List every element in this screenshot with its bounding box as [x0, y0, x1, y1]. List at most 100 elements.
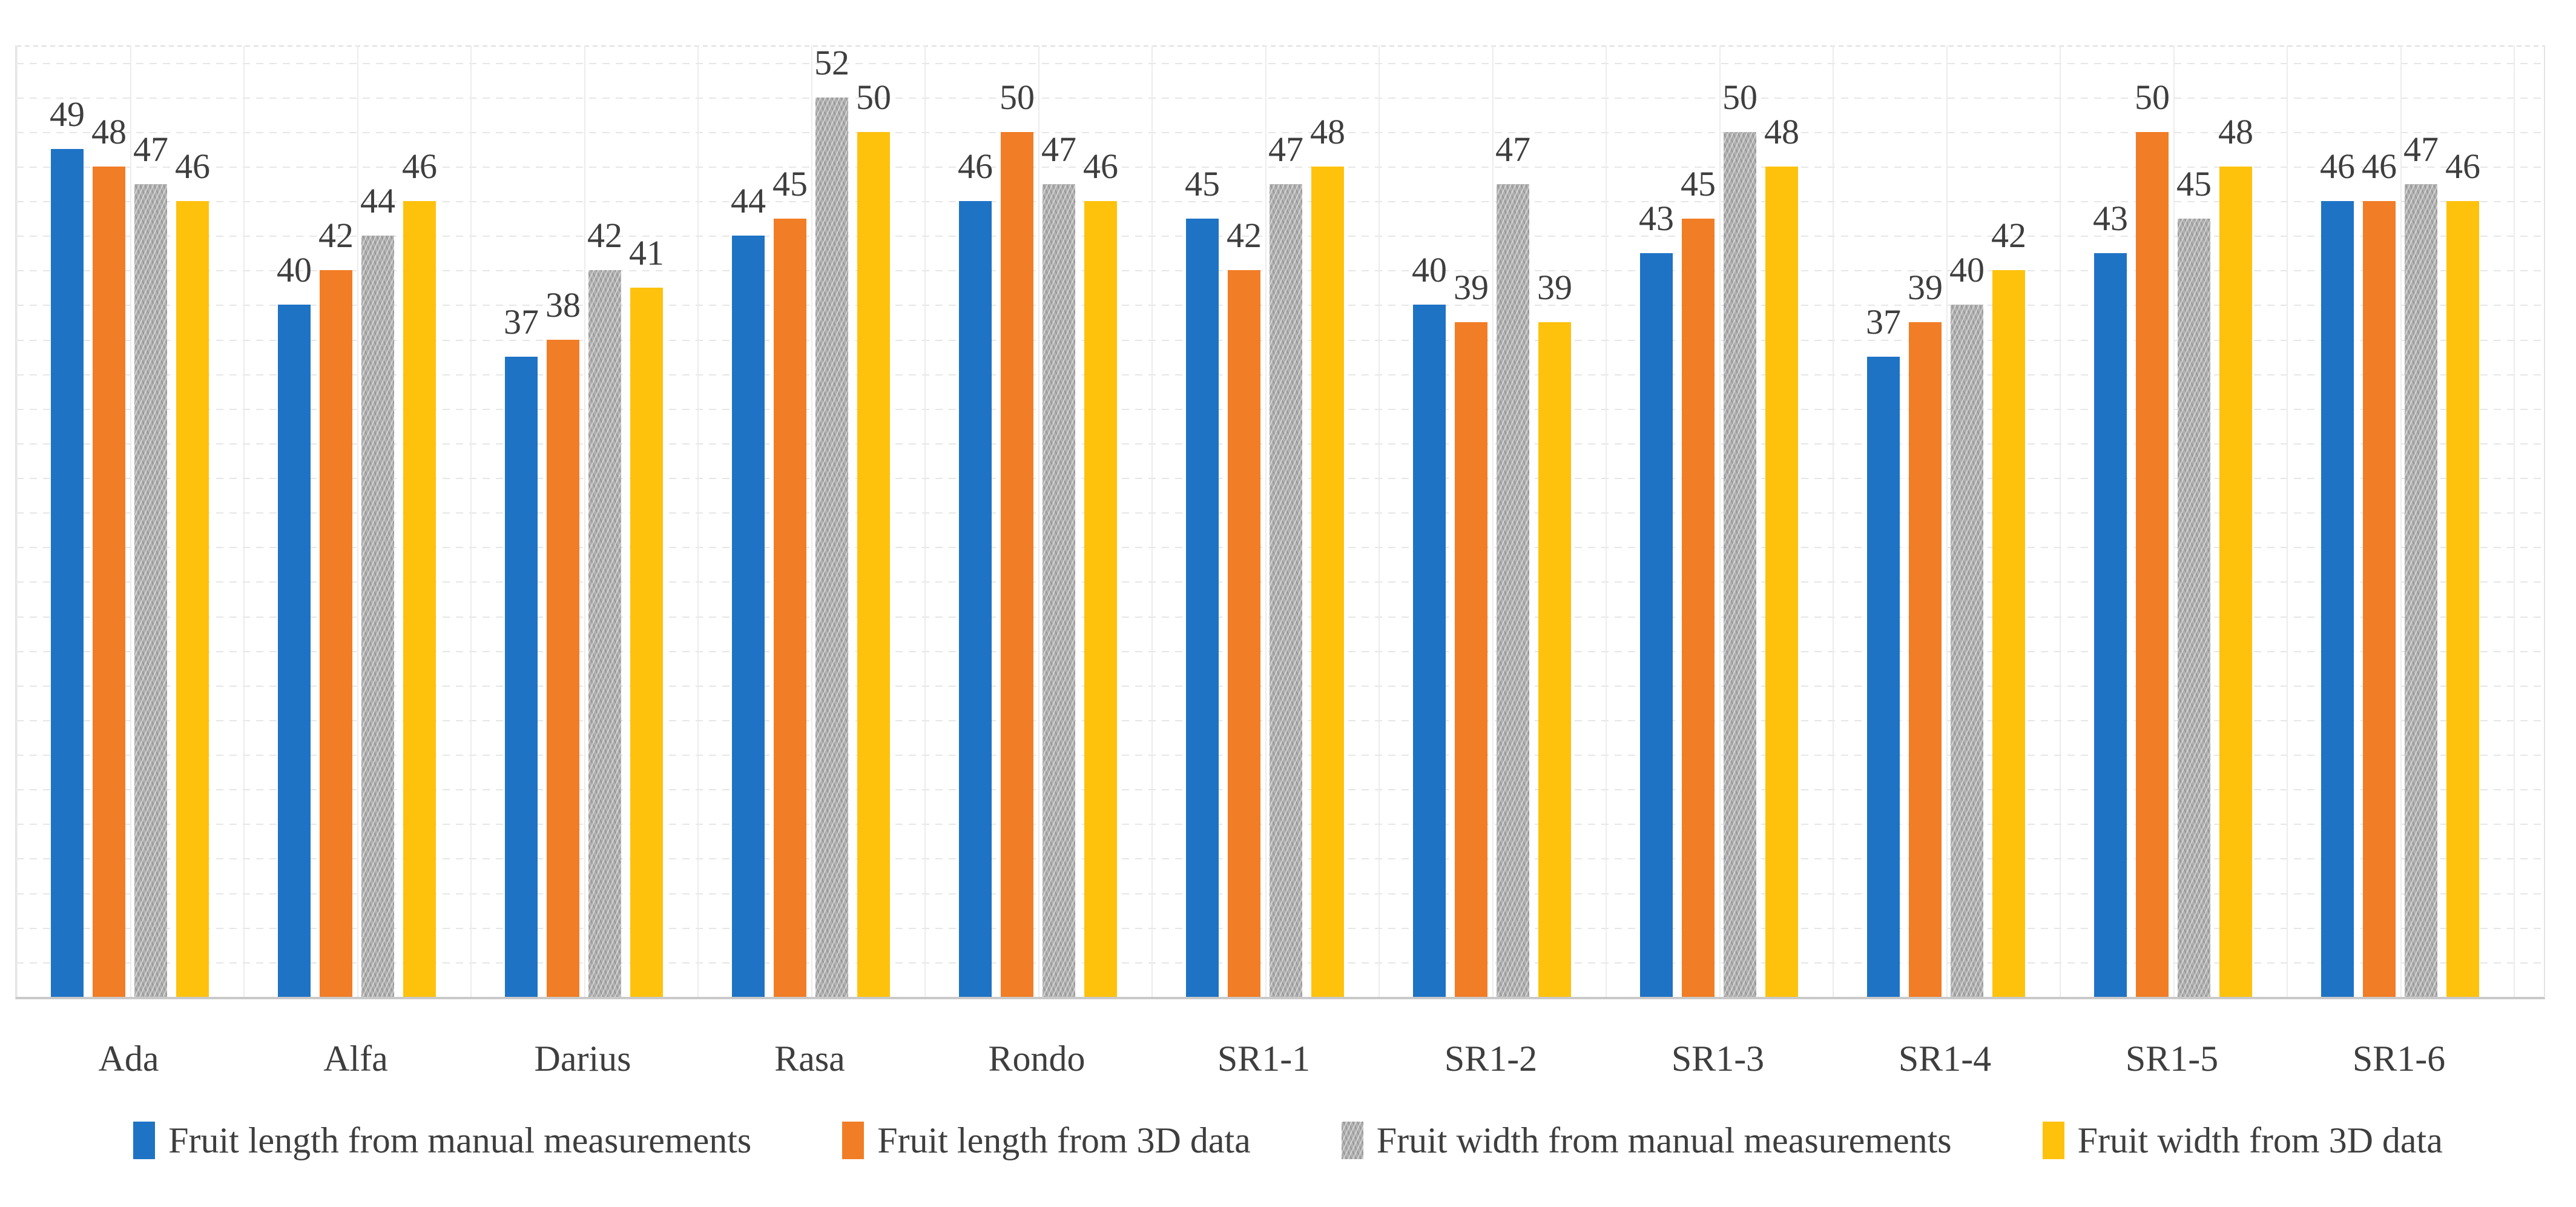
- data-label: 47: [1041, 130, 1076, 169]
- data-label: 49: [50, 94, 85, 134]
- data-label: 39: [1908, 268, 1943, 307]
- horizontal-gridline: [16, 97, 2544, 99]
- data-label: 44: [731, 181, 766, 220]
- bar-series1-SR1-3: [1640, 253, 1673, 997]
- data-label: 43: [1639, 199, 1674, 238]
- bar-series2-SR1-1: [1228, 270, 1260, 997]
- category-label-SR1-4: SR1-4: [1898, 1039, 1992, 1079]
- data-label: 46: [1083, 147, 1118, 186]
- data-label: 40: [277, 250, 312, 289]
- bar-series1-Ada: [51, 149, 84, 997]
- category-label-Rondo: Rondo: [988, 1039, 1085, 1079]
- vertical-gridline: [2514, 45, 2515, 997]
- data-label: 46: [958, 147, 993, 186]
- data-label: 47: [2403, 130, 2439, 169]
- horizontal-gridline: [16, 62, 2544, 64]
- bar-series3-Alfa: [361, 236, 394, 997]
- bar-series1-SR1-6: [2321, 201, 2354, 997]
- data-label: 50: [2135, 78, 2170, 117]
- data-label: 50: [1000, 78, 1035, 117]
- vertical-gridline: [2287, 45, 2288, 997]
- data-label: 47: [1268, 130, 1303, 169]
- bar-series3-SR1-1: [1270, 184, 1302, 997]
- data-label: 42: [1991, 216, 2026, 255]
- category-label-Ada: Ada: [98, 1039, 159, 1079]
- legend-item-4: Fruit width from 3D data: [2042, 1120, 2443, 1160]
- vertical-gridline: [1833, 45, 1834, 997]
- plot-top-border: [16, 45, 2544, 47]
- data-label: 46: [2320, 147, 2355, 186]
- legend-swatch: [2042, 1122, 2064, 1159]
- horizontal-gridline: [16, 166, 2544, 168]
- bar-series2-SR1-2: [1455, 322, 1487, 997]
- bar-series4-Rasa: [857, 132, 890, 997]
- bar-series3-SR1-3: [1724, 132, 1756, 997]
- vertical-gridline: [584, 45, 585, 997]
- vertical-gridline: [1038, 45, 1039, 997]
- vertical-gridline: [924, 45, 926, 997]
- bar-series2-Rondo: [1001, 132, 1033, 997]
- data-label: 41: [629, 233, 664, 273]
- data-label: 44: [360, 181, 395, 220]
- bar-series3-Ada: [134, 184, 167, 997]
- data-label: 42: [1227, 216, 1262, 255]
- legend-swatch: [133, 1122, 156, 1159]
- vertical-gridline: [1946, 45, 1948, 997]
- bar-series2-SR1-5: [2136, 132, 2169, 997]
- bar-series3-SR1-2: [1497, 184, 1529, 997]
- data-label: 38: [545, 285, 581, 325]
- bar-series4-SR1-6: [2446, 201, 2479, 997]
- vertical-gridline: [243, 45, 245, 997]
- legend-label: Fruit width from manual measurements: [1376, 1120, 1952, 1160]
- bar-series4-SR1-4: [1992, 270, 2025, 997]
- data-label: 39: [1454, 268, 1489, 307]
- category-label-Alfa: Alfa: [323, 1039, 388, 1079]
- category-label-SR1-5: SR1-5: [2125, 1039, 2219, 1079]
- bar-series2-SR1-4: [1909, 322, 1942, 997]
- data-label: 48: [1764, 112, 1799, 151]
- category-label-SR1-3: SR1-3: [1671, 1039, 1765, 1079]
- data-label: 52: [814, 43, 849, 82]
- bar-series1-SR1-2: [1413, 305, 1446, 997]
- category-label-SR1-6: SR1-6: [2352, 1039, 2446, 1079]
- data-label: 42: [587, 216, 622, 255]
- bar-series1-Rondo: [959, 201, 992, 997]
- legend-swatch: [1341, 1122, 1363, 1159]
- bar-series2-Rasa: [774, 219, 806, 997]
- vertical-gridline: [1606, 45, 1607, 997]
- bar-series1-SR1-5: [2094, 253, 2127, 997]
- vertical-gridline: [2060, 45, 2061, 997]
- data-label: 48: [91, 112, 127, 151]
- data-label: 39: [1537, 268, 1572, 307]
- data-label: 46: [402, 147, 437, 186]
- data-label: 50: [856, 78, 891, 117]
- vertical-gridline: [2400, 45, 2402, 997]
- vertical-gridline: [1379, 45, 1380, 997]
- data-label: 48: [2218, 112, 2253, 151]
- vertical-gridline: [1719, 45, 1721, 997]
- bar-series4-SR1-5: [2219, 167, 2252, 997]
- data-label: 40: [1412, 250, 1447, 289]
- vertical-gridline: [1265, 45, 1267, 997]
- bar-series3-Rondo: [1043, 184, 1075, 997]
- legend-label: Fruit width from 3D data: [2077, 1120, 2443, 1160]
- bar-series1-SR1-4: [1867, 357, 1900, 997]
- data-label: 37: [504, 302, 539, 342]
- vertical-gridline: [1151, 45, 1153, 997]
- bar-series1-Rasa: [732, 236, 765, 997]
- data-label: 46: [2362, 147, 2397, 186]
- legend-item-2: Fruit length from 3D data: [842, 1122, 1251, 1159]
- bar-series4-Rondo: [1084, 201, 1117, 997]
- horizontal-gridline: [16, 131, 2544, 133]
- data-label: 40: [1949, 250, 1985, 289]
- bar-series2-Darius: [547, 340, 579, 997]
- vertical-gridline: [1492, 45, 1494, 997]
- legend: Fruit length from manual measurements Fru…: [0, 1122, 2576, 1159]
- bar-series2-SR1-6: [2363, 201, 2396, 997]
- vertical-gridline: [357, 45, 358, 997]
- bar-series3-Rasa: [815, 98, 848, 997]
- bar-series4-SR1-3: [1765, 167, 1798, 997]
- data-label: 46: [175, 147, 210, 186]
- legend-swatch: [842, 1122, 865, 1159]
